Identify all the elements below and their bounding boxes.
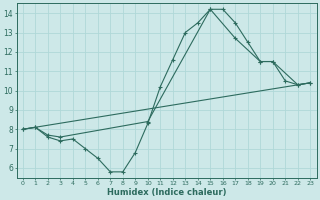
X-axis label: Humidex (Indice chaleur): Humidex (Indice chaleur) <box>107 188 226 197</box>
